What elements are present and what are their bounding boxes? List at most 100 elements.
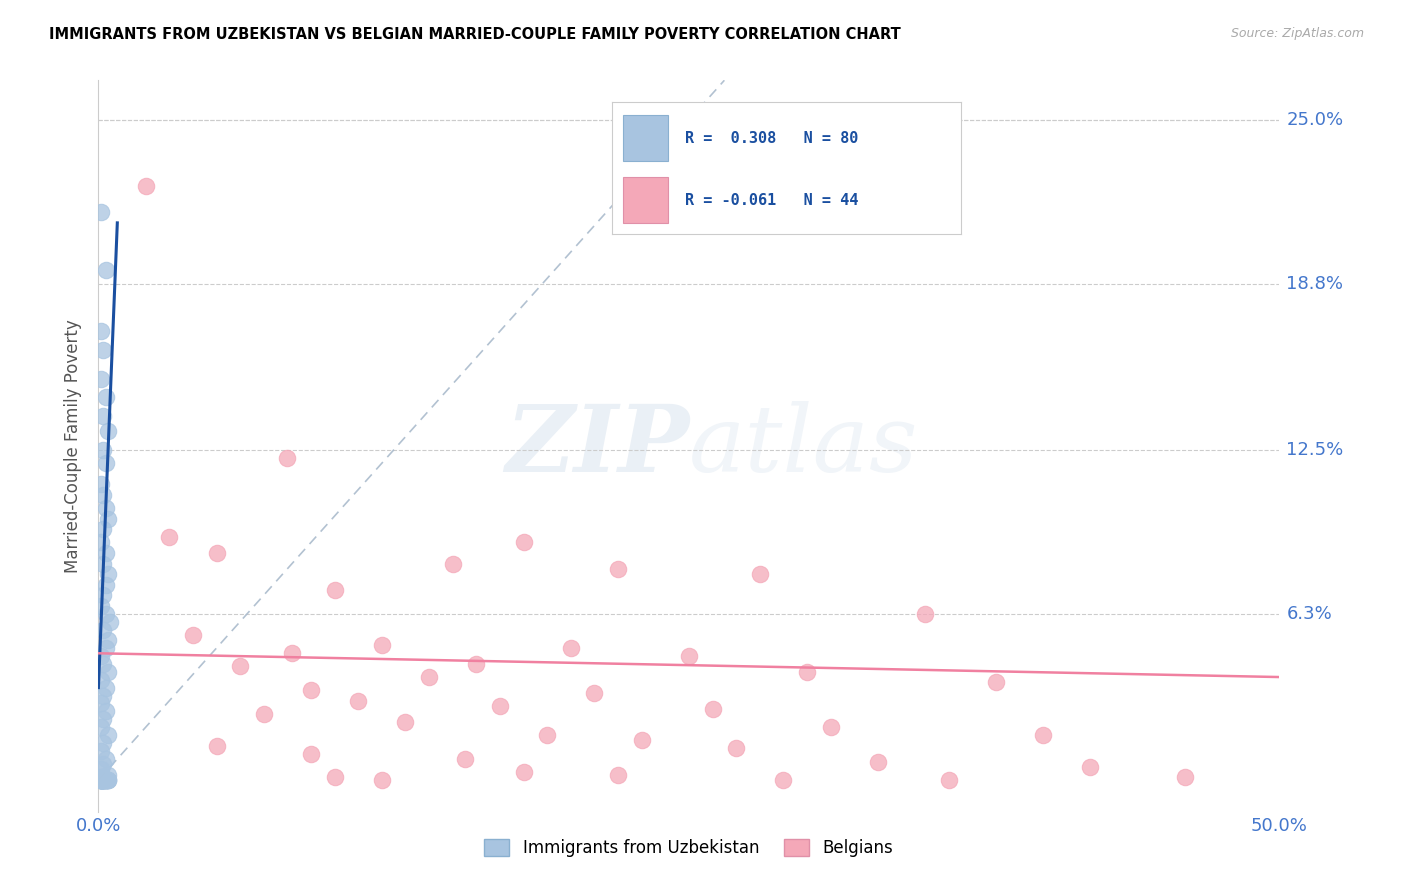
- Point: [725, 741, 748, 756]
- Point: [135, 178, 157, 193]
- Point: [91, 772, 114, 787]
- Point: [90, 772, 112, 787]
- Point: [97, 772, 120, 787]
- Point: [91, 772, 114, 787]
- Point: [205, 546, 228, 560]
- Point: [91, 442, 114, 457]
- Point: [94, 501, 117, 516]
- Point: [418, 670, 440, 684]
- Point: [914, 607, 936, 621]
- Point: [94, 390, 117, 404]
- Point: [90, 372, 112, 386]
- Text: 25.0%: 25.0%: [1286, 111, 1344, 128]
- Point: [90, 771, 112, 785]
- Point: [984, 675, 1007, 690]
- Point: [91, 772, 114, 787]
- Point: [91, 343, 114, 357]
- Point: [748, 567, 770, 582]
- Point: [347, 694, 370, 708]
- Point: [94, 640, 117, 655]
- Point: [323, 582, 346, 597]
- Point: [94, 705, 117, 719]
- Point: [90, 599, 112, 613]
- Point: [91, 623, 114, 637]
- Point: [299, 747, 322, 761]
- Text: atlas: atlas: [689, 401, 918, 491]
- Point: [91, 772, 114, 787]
- Point: [97, 425, 120, 439]
- Point: [90, 772, 112, 787]
- Point: [371, 639, 394, 653]
- Point: [465, 657, 488, 671]
- Point: [90, 324, 112, 338]
- Point: [299, 683, 322, 698]
- Point: [94, 577, 117, 591]
- Point: [91, 772, 114, 787]
- Point: [94, 263, 117, 277]
- Point: [772, 772, 794, 787]
- Point: [441, 557, 464, 571]
- Point: [97, 768, 120, 782]
- Point: [91, 712, 114, 726]
- Point: [97, 567, 120, 582]
- Point: [90, 772, 112, 787]
- Text: ZIP: ZIP: [505, 401, 689, 491]
- Point: [276, 450, 298, 465]
- Point: [91, 772, 114, 787]
- Point: [281, 646, 304, 660]
- Point: [91, 772, 114, 787]
- Point: [91, 588, 114, 602]
- Point: [607, 562, 630, 576]
- Point: [489, 699, 512, 714]
- Point: [1174, 771, 1197, 785]
- Point: [90, 477, 112, 491]
- Point: [90, 772, 112, 787]
- Point: [90, 772, 112, 787]
- Point: [91, 557, 114, 571]
- Point: [607, 768, 630, 782]
- Point: [90, 772, 112, 787]
- Point: [229, 659, 252, 673]
- Point: [90, 772, 112, 787]
- Text: 6.3%: 6.3%: [1286, 605, 1333, 623]
- Point: [91, 771, 114, 785]
- Point: [90, 648, 112, 663]
- Point: [583, 686, 606, 700]
- Point: [90, 772, 112, 787]
- Point: [94, 772, 117, 787]
- Point: [98, 615, 121, 629]
- Text: Source: ZipAtlas.com: Source: ZipAtlas.com: [1230, 27, 1364, 40]
- Point: [91, 772, 114, 787]
- Point: [90, 763, 112, 777]
- Legend: Immigrants from Uzbekistan, Belgians: Immigrants from Uzbekistan, Belgians: [477, 830, 901, 865]
- Point: [94, 772, 117, 787]
- Point: [94, 607, 117, 621]
- Point: [181, 628, 204, 642]
- Point: [253, 706, 276, 721]
- Point: [866, 755, 889, 769]
- Point: [453, 752, 475, 766]
- Point: [94, 772, 117, 787]
- Point: [94, 772, 117, 787]
- Point: [91, 772, 114, 787]
- Point: [94, 752, 117, 766]
- Point: [630, 733, 652, 747]
- Point: [1032, 728, 1054, 742]
- Point: [91, 522, 114, 536]
- Point: [91, 757, 114, 772]
- Point: [91, 488, 114, 502]
- Point: [91, 772, 114, 787]
- Point: [90, 772, 112, 787]
- Point: [560, 640, 582, 655]
- Point: [90, 205, 112, 219]
- Point: [1080, 760, 1102, 774]
- Point: [94, 546, 117, 560]
- Point: [91, 736, 114, 750]
- Point: [97, 665, 120, 679]
- Point: [94, 456, 117, 470]
- Point: [90, 772, 112, 787]
- Point: [820, 720, 842, 734]
- Point: [678, 648, 700, 663]
- Point: [97, 772, 120, 787]
- Point: [536, 728, 558, 742]
